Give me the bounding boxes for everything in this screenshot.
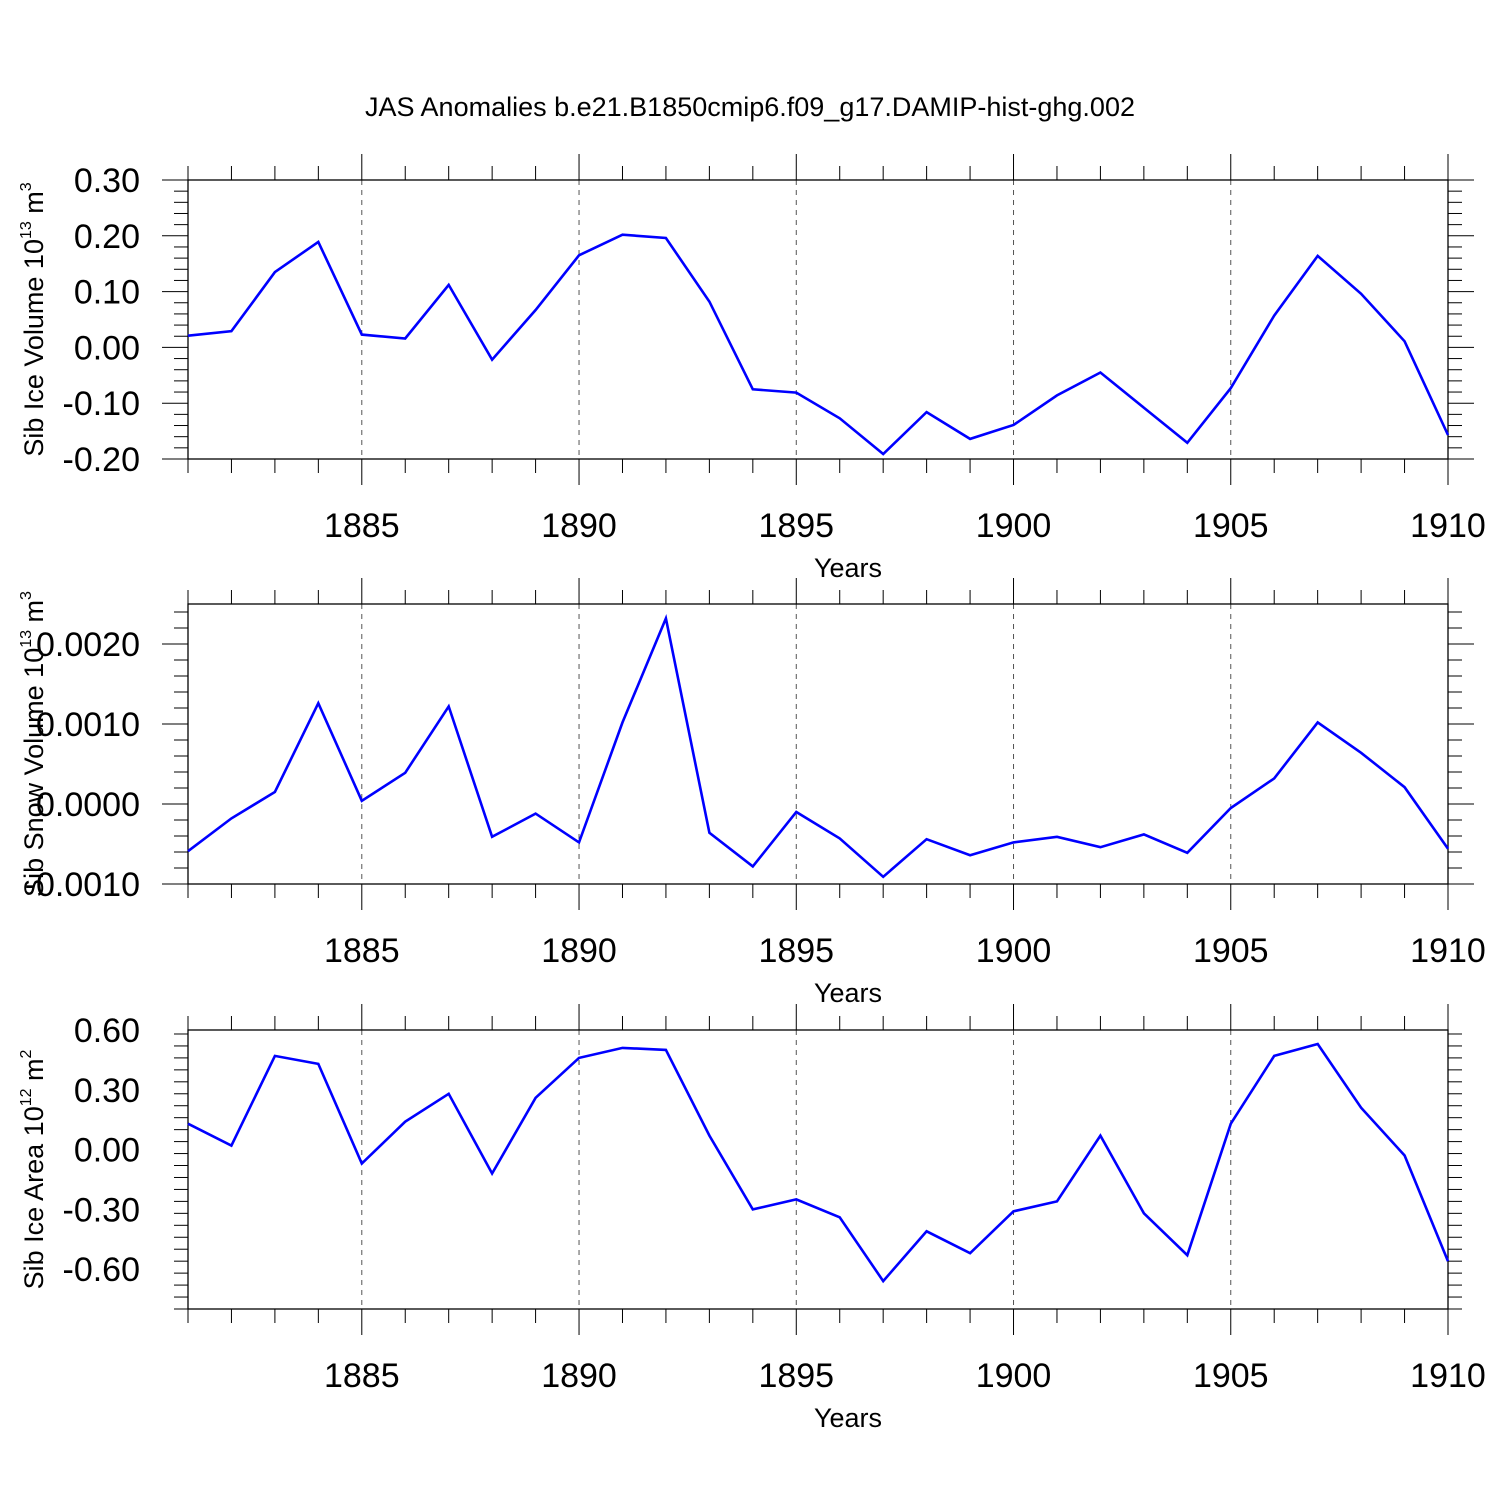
x-tick-label: 1895 xyxy=(758,1357,834,1395)
y-tick-label: 0.10 xyxy=(74,274,140,312)
x-tick-label: 1885 xyxy=(324,1357,400,1395)
y-tick-label: 0.60 xyxy=(74,1012,140,1050)
y-axis-title-unit-exponent: 2 xyxy=(18,1049,35,1058)
chart-title: JAS Anomalies b.e21.B1850cmip6.f09_g17.D… xyxy=(365,92,1135,122)
plot-frame xyxy=(187,603,1449,885)
panels: 0.30 0.20 0.10 0.00 -0.10 -0.20 1885 1890 1895 19… xyxy=(18,154,1486,1433)
series-line xyxy=(187,1042,1450,1284)
x-axis-title: Years xyxy=(814,553,882,583)
y-axis-title-exponent: 12 xyxy=(18,1088,35,1106)
series-line xyxy=(187,613,1450,879)
panel-3: 0.60 0.30 0.00 -0.30 -0.60 1885 1890 1895 1900 19… xyxy=(18,1004,1486,1433)
x-tick-label: 1900 xyxy=(976,1357,1052,1395)
y-tick-label: -0.0010 xyxy=(25,866,140,904)
y-tick-label: 0.30 xyxy=(74,1072,140,1110)
y-axis-title-text: Sib Snow Volume 10 xyxy=(19,648,49,897)
y-axis-title: Sib Ice Area 1012 m2 xyxy=(18,1049,49,1289)
x-tick-label: 1905 xyxy=(1193,932,1269,970)
y-tick-label: 0.00 xyxy=(74,329,140,367)
x-tick-label: 1885 xyxy=(324,507,400,545)
y-axis-title: Sib Ice Volume 1013 m3 xyxy=(18,182,49,456)
plot-frame xyxy=(187,179,1449,460)
x-tick-label: 1910 xyxy=(1410,932,1486,970)
y-axis-title-unit: m xyxy=(19,1058,49,1088)
x-tick-label: 1895 xyxy=(758,507,834,545)
x-tick-label: 1890 xyxy=(541,1357,617,1395)
x-axis-title: Years xyxy=(814,1403,882,1433)
y-tick-label: 0.0010 xyxy=(36,706,140,744)
x-tick-label: 1890 xyxy=(541,932,617,970)
x-tick-label: 1910 xyxy=(1410,507,1486,545)
y-axis-title: Sib Snow Volume 1013 m3 xyxy=(18,591,49,897)
y-tick-label: 0.30 xyxy=(74,162,140,200)
plot-frame xyxy=(187,1029,1449,1310)
y-axis-title-unit: m xyxy=(19,600,49,630)
y-axis-title-exponent: 13 xyxy=(18,221,35,239)
y-axis-title-exponent: 13 xyxy=(18,630,35,648)
x-tick-label: 1890 xyxy=(541,507,617,545)
x-tick-label: 1900 xyxy=(976,507,1052,545)
x-tick-label: 1905 xyxy=(1193,507,1269,545)
y-axis-title-unit: m xyxy=(19,191,49,221)
x-tick-label: 1885 xyxy=(324,932,400,970)
x-tick-label: 1905 xyxy=(1193,1357,1269,1395)
y-tick-label: 0.0000 xyxy=(36,786,140,824)
x-tick-label: 1895 xyxy=(758,932,834,970)
y-axis-title-unit-exponent: 3 xyxy=(18,182,35,191)
panel-1: 0.30 0.20 0.10 0.00 -0.10 -0.20 1885 1890 1895 19… xyxy=(18,154,1486,583)
y-tick-label: 0.20 xyxy=(74,218,140,256)
y-tick-label: -0.10 xyxy=(63,385,141,423)
y-tick-label: 0.00 xyxy=(74,1132,140,1170)
panel-2: 0.0020 0.0010 0.0000 -0.0010 1885 1890 1895 190… xyxy=(18,578,1486,1008)
y-axis-title-unit-exponent: 3 xyxy=(18,591,35,600)
y-tick-label: -0.60 xyxy=(63,1251,141,1289)
y-axis-title-text: Sib Ice Volume 10 xyxy=(19,239,49,457)
y-tick-label: -0.30 xyxy=(63,1191,141,1229)
x-tick-label: 1900 xyxy=(976,932,1052,970)
series-line xyxy=(187,233,1450,456)
y-tick-label: 0.0020 xyxy=(36,626,140,664)
x-axis-title: Years xyxy=(814,978,882,1008)
y-tick-label: -0.20 xyxy=(63,441,141,479)
x-tick-label: 1910 xyxy=(1410,1357,1486,1395)
y-axis-title-text: Sib Ice Area 10 xyxy=(19,1106,49,1289)
